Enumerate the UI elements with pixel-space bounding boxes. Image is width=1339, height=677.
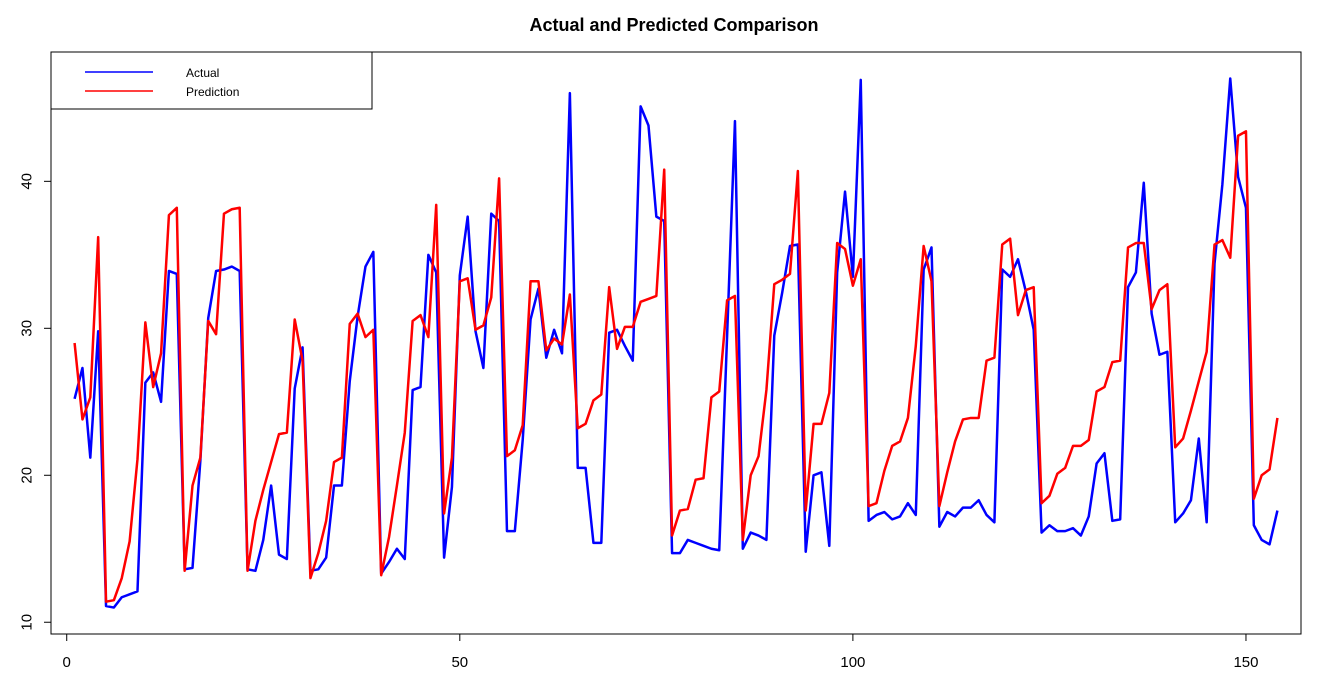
y-tick-label: 40 [19,173,36,190]
y-axis: 10 20 30 40 [19,173,52,631]
series-line-actual [73,77,1279,609]
legend-box [50,51,373,110]
y-tick-label: 20 [19,467,36,484]
y-tick-label: 10 [19,614,36,631]
legend: Actual Prediction [50,51,373,110]
x-tick-label: 150 [1233,654,1258,671]
x-axis: 0 50 100 150 [63,633,1258,671]
x-tick-label: 50 [451,654,468,671]
legend-label-actual: Actual [186,66,219,80]
x-tick-label: 0 [63,654,71,671]
legend-label-prediction: Prediction [186,85,239,99]
chart-title: Actual and Predicted Comparison [529,15,818,35]
x-tick-label: 100 [840,654,865,671]
plot-area [50,51,1302,635]
series-group [73,77,1279,609]
series-line-prediction [73,130,1279,603]
y-tick-label: 30 [19,320,36,337]
